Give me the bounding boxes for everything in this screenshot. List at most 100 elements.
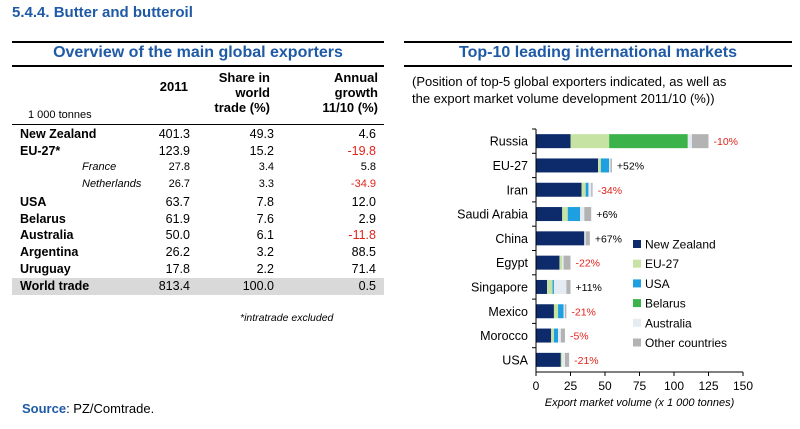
cell-growth: 12.0 [351,194,376,209]
category-label: Egypt [496,256,528,270]
category-label: Saudi Arabia [457,208,528,222]
source-label: Source [22,401,67,416]
legend-label: EU-27 [645,257,679,271]
bar-segment [563,304,565,319]
bar-segment [536,134,571,149]
table-top-rule [12,41,384,43]
bar-segment [559,255,563,270]
bar-segment [581,182,586,197]
bar-segment [687,134,692,149]
header-rule [12,124,384,125]
table-row-total: World trade 813.4 100.0 0.5 [12,278,384,296]
x-tick-label: 50 [598,379,612,393]
bar-segment [600,158,610,173]
legend-swatch [633,259,641,268]
bar-segment [564,352,570,367]
chart-subtitle-line-2: the export market volume development 201… [412,91,715,106]
cell-growth: 2.9 [358,211,376,226]
cell-growth: -19.8 [347,143,377,158]
right-panel-title: Top-10 leading international markets [459,44,737,61]
table-row: EU-27* 123.9 15.2 -19.8 [12,143,384,160]
legend-swatch [633,318,641,327]
cell-share: 6.1 [256,228,274,243]
x-tick-label: 125 [698,379,718,393]
bar-segment [580,207,585,222]
category-label: Iran [506,183,528,197]
table-row: Australia 50.0 6.1 -11.8 [12,227,384,244]
chart-top-rule [404,41,792,43]
bar-segment [610,158,612,173]
row-name: Uruguay [20,262,71,277]
row-name: Argentina [20,245,79,260]
legend-label: New Zealand [645,238,716,252]
row-name: Netherlands [82,177,142,190]
row-name: Australia [20,228,74,243]
bar-segment [560,352,563,367]
bar-segment [609,158,611,173]
unit-label: 1 000 tonnes [28,109,92,121]
chart-subtitle: (Position of top-5 global exporters indi… [412,73,792,107]
bar-segment [553,328,559,343]
bar-segment [551,328,554,343]
table-row: USA 63.7 7.8 12.0 [12,194,384,211]
legend-label: Belarus [645,297,686,311]
legend-swatch [633,240,641,248]
x-axis-title: Export market volume (x 1 000 tonnes) [545,397,735,409]
cell-share: 2.2 [256,262,274,277]
cell-growth: 88.5 [351,245,376,260]
category-label: China [495,232,528,246]
legend-swatch [633,279,641,288]
cell-share: 3.3 [258,177,274,190]
cell-2011: 123.9 [158,143,190,158]
bar-segment [536,158,599,173]
x-tick-label: 25 [564,379,578,393]
bar-segment [560,328,565,343]
growth-label: -34% [598,185,623,197]
header-2011: 2011 [159,79,188,94]
bar-segment [585,182,589,197]
bar-segment [567,207,581,222]
bar-segment [547,279,553,294]
category-label: Morocco [480,329,528,343]
growth-label: -10% [714,136,739,148]
bar-segment [562,352,565,367]
cell-2011: 50.0 [165,228,190,243]
bar-segment [536,279,548,294]
source-note: Source: PZ/Comtrade. [22,401,154,416]
bar-segment [591,182,593,197]
header-share: Share in world trade (%) [214,70,270,115]
table-row: New Zealand 401.3 49.3 4.6 [12,126,384,143]
cell-growth: 5.8 [360,160,376,173]
cell-2011: 27.8 [168,160,190,173]
cell-share: 7.8 [256,194,274,209]
bar-segment [564,304,567,319]
cell-growth: 0.5 [358,279,376,294]
growth-label: +6% [596,209,617,221]
growth-label: -21% [574,355,599,367]
growth-label: -22% [576,258,601,270]
row-name: Belarus [20,211,66,226]
cell-share: 49.3 [249,127,274,141]
category-label: Singapore [471,280,528,294]
bar-segment [566,279,571,294]
bar-segment [552,279,554,294]
bar-segment [562,255,564,270]
bar-segment [598,158,601,173]
cell-2011: 17.8 [165,262,190,277]
table-row: Belarus 61.9 7.6 2.9 [12,211,384,228]
cell-2011: 26.2 [165,245,190,260]
bar-segment [558,328,561,343]
bar-segment [585,231,590,246]
row-name: France [82,160,117,173]
cell-2011: 61.9 [165,211,190,226]
legend-swatch [633,299,641,308]
category-label: USA [502,353,528,367]
growth-label: -5% [570,331,589,343]
bar-segment [691,134,709,149]
row-name: New Zealand [20,127,97,141]
bar-segment [536,182,582,197]
x-tick-label: 75 [633,379,647,393]
x-tick-label: 100 [664,379,684,393]
growth-label: -21% [571,306,596,318]
